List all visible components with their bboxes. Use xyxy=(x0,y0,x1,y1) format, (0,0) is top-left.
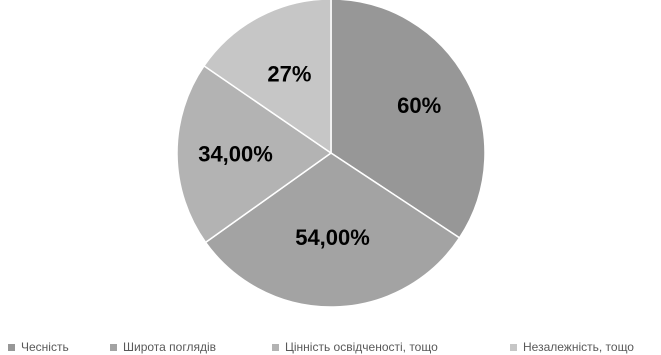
pie-slice xyxy=(202,0,332,155)
legend-label: Цінність освідченості, тощо xyxy=(285,340,438,354)
legend-entry: Незалежність, тощо xyxy=(510,340,634,355)
pie-slice-label: 54,00% xyxy=(295,225,370,250)
legend-swatch xyxy=(272,344,279,351)
pie-slices xyxy=(176,0,486,308)
legend-entry: Широта поглядів xyxy=(110,340,216,355)
legend-swatch xyxy=(8,344,15,351)
pie-slice-label: 34,00% xyxy=(198,141,273,166)
legend-entry: Чесність xyxy=(8,340,69,355)
pie-data-labels: 60% 54,00% 34,00% 27% xyxy=(198,61,441,250)
legend-label: Широта поглядів xyxy=(123,340,216,354)
legend-label: Чесність xyxy=(21,340,69,354)
pie-slice-label: 60% xyxy=(397,93,441,118)
pie-slice xyxy=(176,64,333,244)
chart-legend: Чесність Широта поглядів Цінність освідч… xyxy=(0,340,661,355)
legend-swatch xyxy=(510,344,517,351)
legend-label: Незалежність, тощо xyxy=(523,340,634,354)
pie-chart-plot: 60% 54,00% 34,00% 27% xyxy=(176,0,486,308)
legend-entry: Цінність освідченості, тощо xyxy=(272,340,438,355)
legend-swatch xyxy=(110,344,117,351)
pie-slice xyxy=(204,152,461,308)
pie-slice-label: 27% xyxy=(267,61,311,86)
